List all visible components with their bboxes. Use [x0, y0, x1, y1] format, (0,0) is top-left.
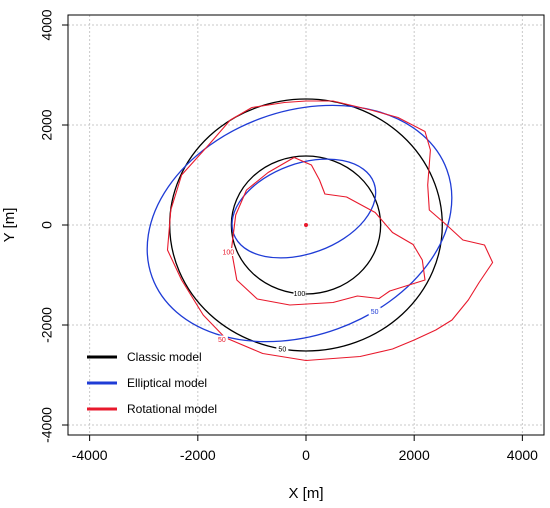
y-tick-label: -4000: [39, 407, 55, 443]
y-tick-label: -2000: [39, 307, 55, 343]
plot-area: 100 50 50 100 50: [146, 98, 494, 362]
rotational-contour-100-0-label-bg: [222, 248, 235, 256]
elliptical-contour-50-0: [231, 158, 377, 259]
rotational-contour-100-0: [230, 156, 426, 306]
elliptical-contour-50-1-label-bg: [368, 307, 381, 316]
elliptical-contour-50-1: [146, 104, 453, 343]
plot-frame: [67, 14, 545, 436]
rotational-contour-50-1-label: 50: [218, 337, 226, 344]
legend-label-classic: Classic model: [127, 350, 202, 364]
x-tick-label: 2000: [399, 447, 430, 463]
rotational-contour-100-0-label: 100: [223, 250, 235, 257]
rotational-contour-50-1: [166, 100, 494, 362]
y-tick-label: 0: [39, 221, 55, 229]
rotational-contour-50-1-label-bg: [215, 335, 228, 344]
y-tick-label: 4000: [39, 9, 55, 40]
elliptical-contour-50-1-label: 50: [371, 309, 379, 316]
legend: Classic model Elliptical model Rotationa…: [87, 350, 217, 416]
x-tick-label: -2000: [180, 447, 216, 463]
classic-contour-100-0-label-bg: [293, 289, 306, 298]
x-tick-label: -4000: [72, 447, 108, 463]
y-axis-title: Y [m]: [1, 208, 18, 243]
legend-label-elliptical: Elliptical model: [127, 376, 207, 390]
classic-contour-100-0-label: 100: [294, 291, 306, 298]
x-tick-label: 0: [302, 447, 310, 463]
x-tick-label: 4000: [507, 447, 538, 463]
y-tick-label: 2000: [39, 109, 55, 140]
classic-contour-50-1-label: 50: [278, 347, 286, 354]
legend-label-rotational: Rotational model: [127, 402, 217, 416]
x-axis-title: X [m]: [288, 485, 323, 502]
axis-ticks: -4000 -2000 0 2000 4000 -4000 -2000 0 2000 4000: [39, 9, 538, 463]
source-point: [304, 223, 308, 227]
classic-contour-50-1-label-bg: [276, 345, 289, 354]
